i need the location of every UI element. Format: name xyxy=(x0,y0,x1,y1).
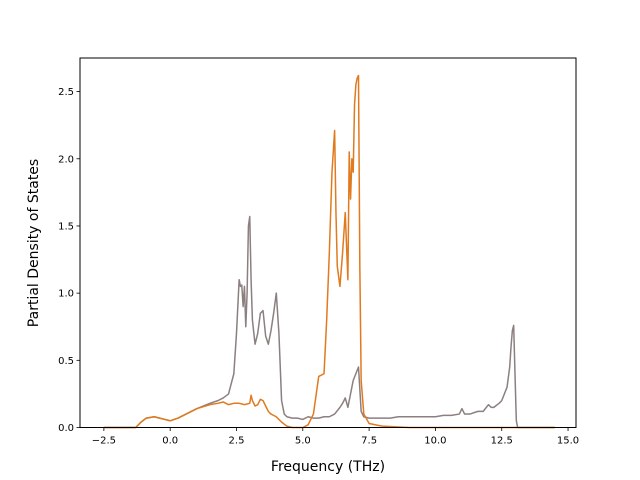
x-tick-label: 2.5 xyxy=(229,436,245,447)
y-tick-label: 2.5 xyxy=(58,87,74,98)
series-layer xyxy=(103,74,555,429)
y-axis-ticks: 0.0 0.5 1.0 1.5 2.0 2.5 xyxy=(58,87,80,434)
x-tick-label: 7.5 xyxy=(361,436,377,447)
y-tick-label: 2.0 xyxy=(58,154,74,165)
series-line-2 xyxy=(103,74,555,429)
x-tick-label: 0.0 xyxy=(162,436,178,447)
y-tick-label: 0.0 xyxy=(58,423,74,434)
x-tick-label: 12.5 xyxy=(491,436,513,447)
x-tick-label: 5.0 xyxy=(295,436,311,447)
x-axis-label: Frequency (THz) xyxy=(271,459,385,475)
y-tick-label: 0.5 xyxy=(58,356,74,367)
series-line-1 xyxy=(103,215,555,429)
plot-frame xyxy=(79,57,577,428)
y-axis-label: Partial Density of States xyxy=(26,159,42,327)
x-tick-label: 10.0 xyxy=(424,436,446,447)
x-tick-label: 15.0 xyxy=(557,436,579,447)
y-tick-label: 1.5 xyxy=(58,221,74,232)
x-tick-label: −2.5 xyxy=(92,436,116,447)
x-axis-ticks: −2.5 0.0 2.5 5.0 7.5 10.0 12.5 15.0 xyxy=(92,427,579,447)
y-tick-label: 1.0 xyxy=(58,289,74,300)
